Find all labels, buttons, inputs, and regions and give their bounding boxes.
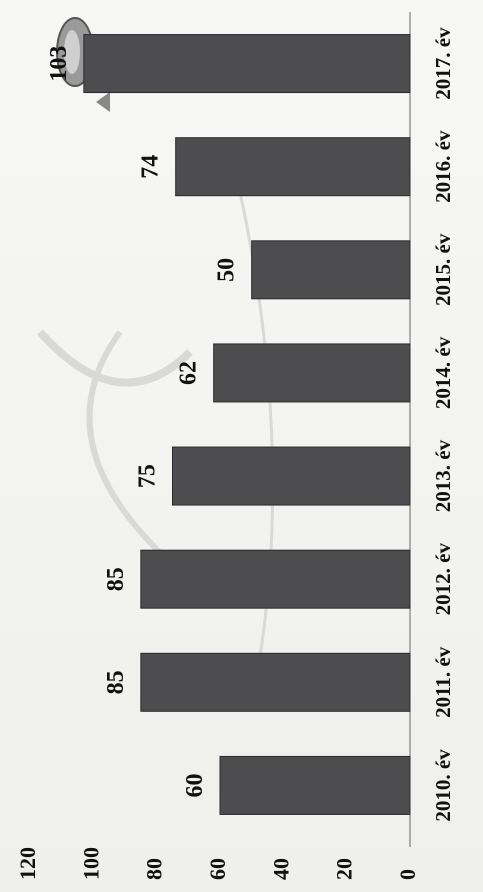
- category-labels-layer: 2010. év 2011. év 2012. év 2013. év 2014. év…: [431, 27, 455, 822]
- bar: [219, 755, 411, 815]
- bar: [140, 549, 411, 609]
- data-label: 74: [138, 155, 164, 179]
- bar: [140, 652, 411, 712]
- data-label: 85: [103, 670, 129, 694]
- data-label: 60: [182, 773, 208, 797]
- y-tick-label: 0: [395, 869, 420, 880]
- y-tick-label: 40: [268, 858, 293, 880]
- data-label: 50: [214, 258, 240, 282]
- bar: [172, 446, 411, 506]
- data-label: 75: [135, 464, 161, 488]
- category-label: 2017. év: [431, 27, 455, 100]
- category-label: 2015. év: [431, 233, 455, 306]
- category-label: 2012. év: [431, 543, 455, 616]
- category-label: 2013. év: [431, 439, 455, 512]
- bar: [83, 34, 411, 94]
- y-tick-label: 100: [78, 847, 103, 880]
- y-tick-label: 120: [15, 847, 40, 880]
- bar: [251, 240, 411, 300]
- data-label: 103: [46, 46, 72, 82]
- category-label: 2010. év: [431, 749, 455, 822]
- data-labels-layer: 60 85 85 75 62 50 74 103: [46, 46, 240, 798]
- bar: [213, 343, 411, 403]
- y-tick-label: 20: [332, 858, 357, 880]
- bar: [175, 137, 411, 197]
- bars-layer: [83, 34, 411, 815]
- category-label: 2016. év: [431, 130, 455, 203]
- data-label: 62: [176, 361, 202, 385]
- y-tick-label: 60: [205, 858, 230, 880]
- category-label: 2011. év: [431, 646, 455, 718]
- data-label: 85: [103, 567, 129, 591]
- category-label: 2014. év: [431, 336, 455, 409]
- y-tick-label: 80: [142, 858, 167, 880]
